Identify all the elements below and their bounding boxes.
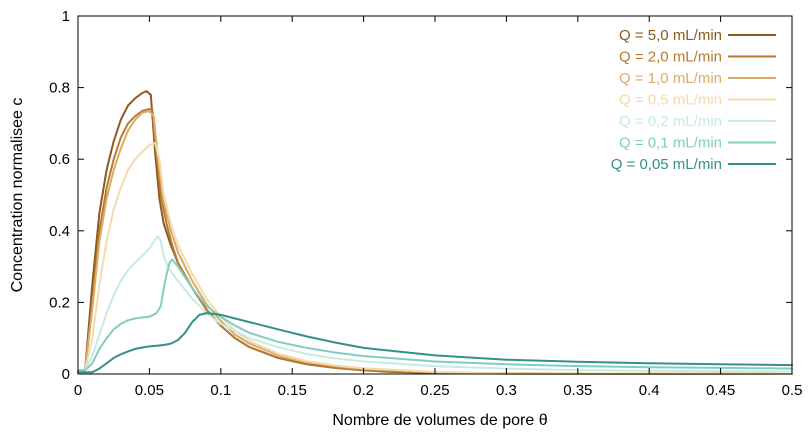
x-tick-label: 0.4 xyxy=(639,382,660,399)
x-tick-label: 0.15 xyxy=(278,382,307,399)
y-tick-label: 0.4 xyxy=(49,223,70,240)
y-tick-label: 0.6 xyxy=(49,151,70,168)
x-tick-label: 0.5 xyxy=(782,382,803,399)
series-line-5 xyxy=(77,258,793,372)
series-layer xyxy=(77,90,793,375)
x-tick-label: 0.35 xyxy=(563,382,592,399)
x-axis-title: Nombre de volumes de pore θ xyxy=(332,412,547,429)
y-axis-title: Concentration normalisee c xyxy=(9,98,26,293)
x-tick-label: 0.2 xyxy=(353,382,374,399)
x-tick-label: 0.05 xyxy=(135,382,164,399)
y-tick-label: 0.8 xyxy=(49,80,70,97)
y-tick-label: 0.2 xyxy=(49,294,70,311)
x-tick-label: 0.25 xyxy=(420,382,449,399)
legend-label: Q = 2,0 mL/min xyxy=(619,49,722,66)
x-tick-label: 0.45 xyxy=(706,382,735,399)
legend: Q = 5,0 mL/min Q = 2,0 mL/min Q = 1,0 mL/m… xyxy=(611,27,776,173)
x-tick-label: 0.3 xyxy=(496,382,517,399)
y-tick-label: 0 xyxy=(62,366,70,383)
legend-label: Q = 0,5 mL/min xyxy=(619,92,722,109)
ticks-layer: 0 0.05 0.1 0.15 0.2 0.25 0.3 0.35 0.4 0.45 0.5 0 0.2… xyxy=(49,8,802,399)
legend-label: Q = 0,1 mL/min xyxy=(619,135,722,152)
series-line-6 xyxy=(77,312,793,374)
series-line-1 xyxy=(77,108,793,375)
legend-label: Q = 0,2 mL/min xyxy=(619,113,722,130)
legend-label: Q = 1,0 mL/min xyxy=(619,70,722,87)
x-tick-label: 0 xyxy=(74,382,82,399)
legend-label: Q = 0,05 mL/min xyxy=(611,156,722,173)
series-line-3 xyxy=(77,142,793,375)
y-tick-label: 1 xyxy=(62,8,70,25)
legend-label: Q = 5,0 mL/min xyxy=(619,27,722,44)
series-line-4 xyxy=(77,235,793,373)
x-tick-label: 0.1 xyxy=(210,382,231,399)
